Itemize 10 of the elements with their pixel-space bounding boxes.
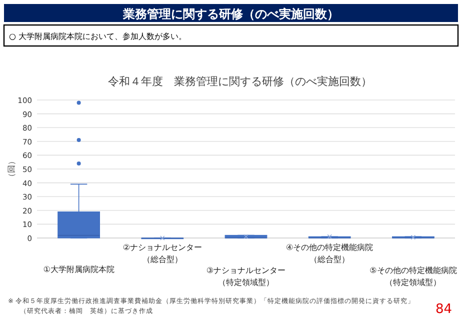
x-tick-label: ①大学附属病院本院: [43, 265, 114, 274]
chart-subtitle: 令和４年度 業務管理に関する研修（のべ実施回数）: [108, 75, 372, 88]
x-tick-label: ②ナショナルセンター（総合型）: [122, 243, 202, 264]
x-tick-label: ④その他の特定機能病院（総合型）: [286, 243, 374, 264]
text: 84: [435, 302, 452, 317]
x-tick-label: ⑤その他の特定機能病院（特定領域型）: [370, 266, 457, 287]
text: ○ 大学附属病院本院において、参加人数が多い。: [9, 32, 187, 41]
chart-title: 業務管理に関する研修（のべ実施回数）: [122, 7, 339, 21]
y-axis-title: （回）: [7, 157, 16, 181]
x-tick-label: ③ナショナルセンター（特定領域型）: [206, 266, 286, 287]
